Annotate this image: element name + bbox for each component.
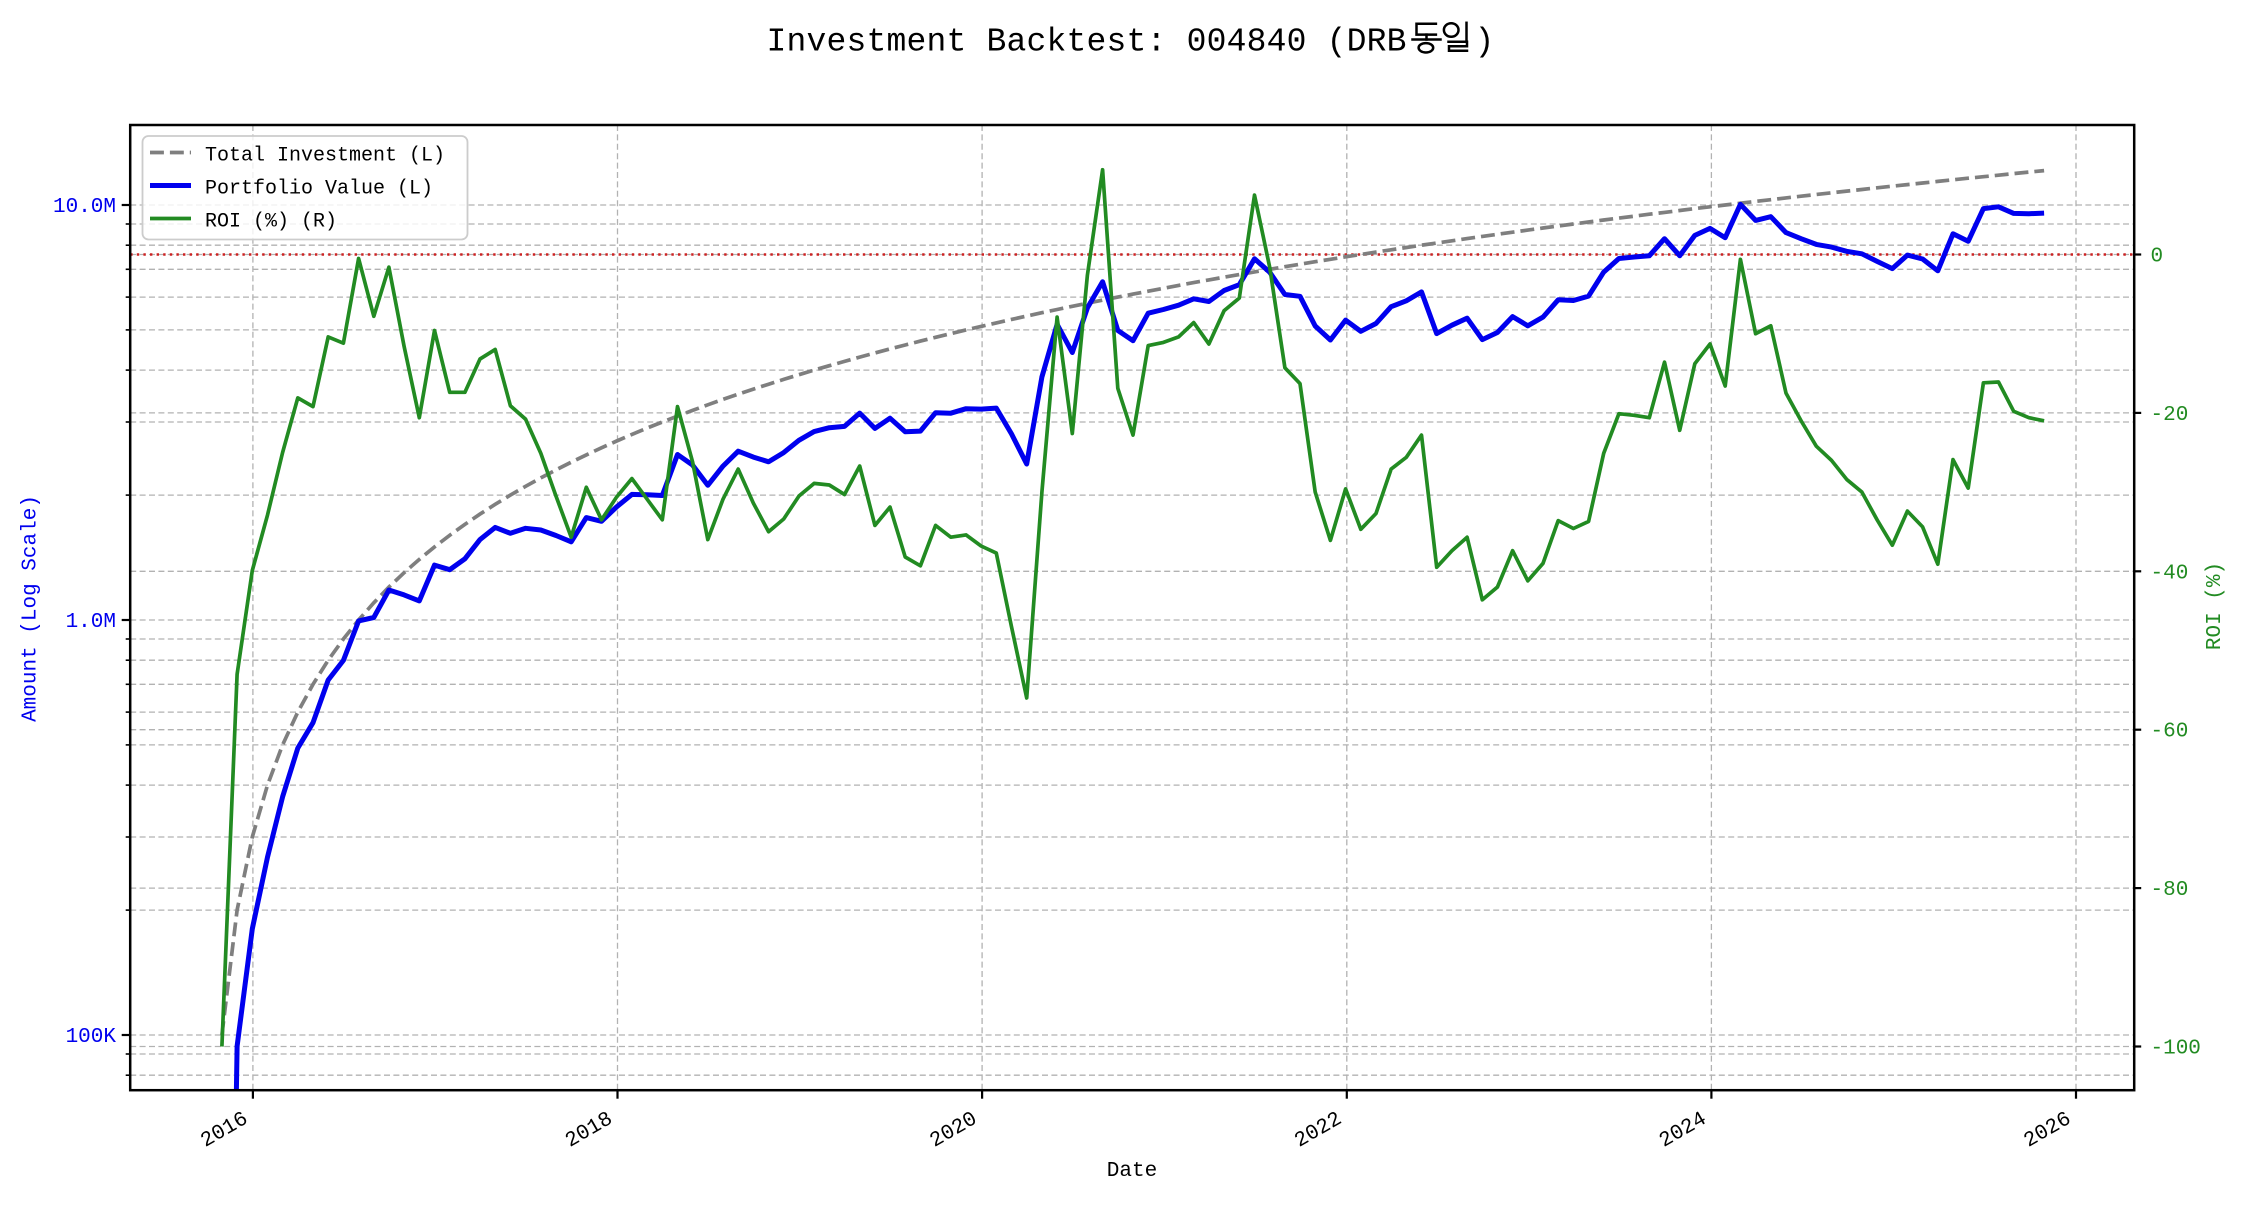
svg-text:10.0M: 10.0M [53,196,116,219]
svg-text:ROI (%) (R): ROI (%) (R) [205,211,337,234]
svg-text:-80: -80 [2151,879,2189,902]
svg-text:-20: -20 [2151,404,2189,427]
svg-text:0: 0 [2151,246,2164,269]
svg-text:-60: -60 [2151,721,2189,744]
svg-text:): ) [1475,24,1495,61]
svg-text:1.0M: 1.0M [66,611,116,634]
svg-text:Total Investment (L): Total Investment (L) [205,145,445,168]
svg-text:Portfolio Value (L): Portfolio Value (L) [205,178,433,201]
svg-text:Investment Backtest: 004840 (D: Investment Backtest: 004840 (DRB [767,24,1407,61]
svg-text:Amount (Log Scale): Amount (Log Scale) [20,495,43,722]
svg-text:-100: -100 [2151,1038,2201,1061]
svg-text:100K: 100K [66,1026,117,1049]
svg-text:-40: -40 [2151,562,2189,585]
svg-text:ROI (%): ROI (%) [2204,562,2227,650]
svg-text:Date: Date [1107,1160,1157,1183]
